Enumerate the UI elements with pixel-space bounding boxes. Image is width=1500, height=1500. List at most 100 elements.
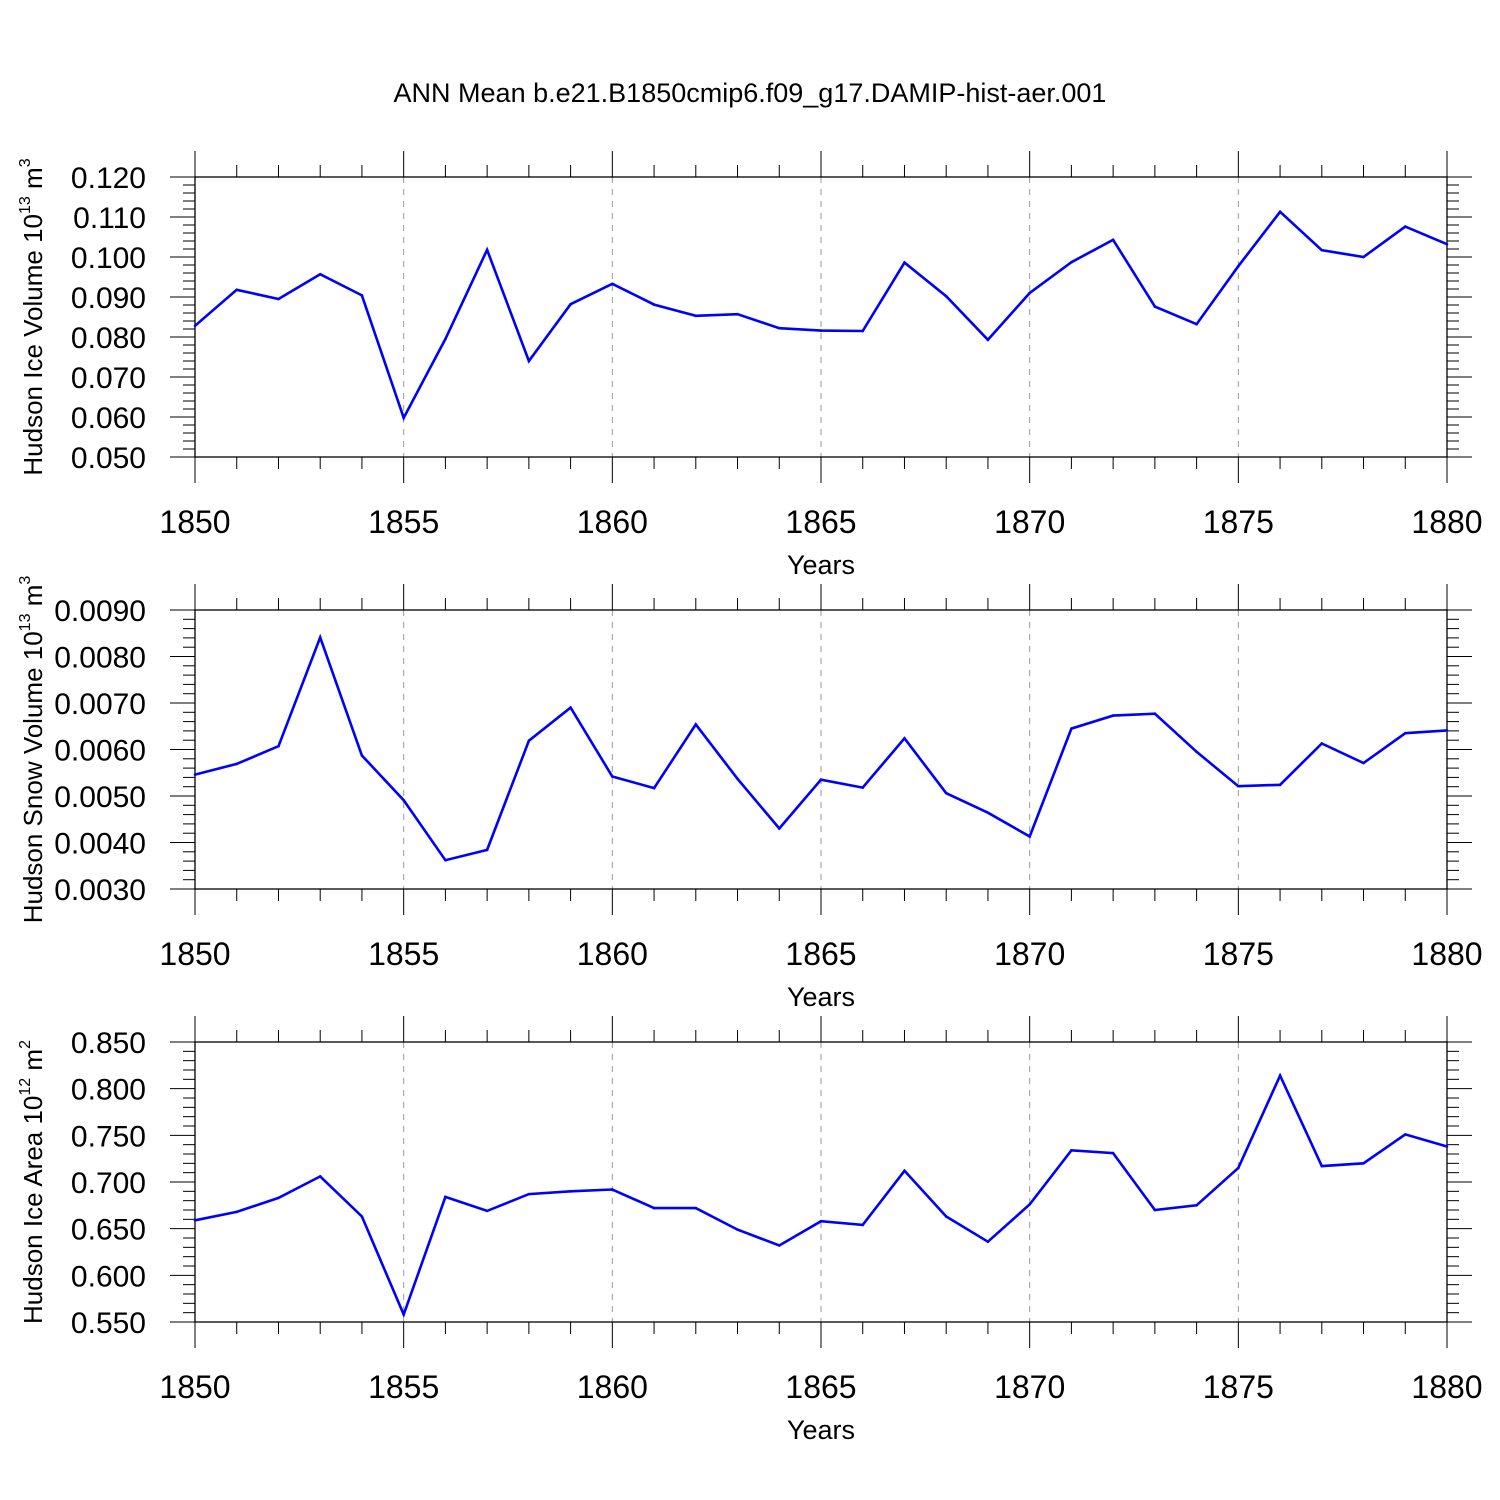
data-point [1278, 783, 1282, 787]
x-tick-label: 1865 [785, 1369, 856, 1405]
data-point [1195, 1204, 1198, 1207]
x-axis-label: Years [787, 550, 855, 580]
x-tick-label: 1850 [159, 1369, 230, 1405]
chart-panel-3: 0.550 0.600 0.650 0.700 0.750 0.800 0.850 1850 1… [17, 1016, 1483, 1445]
y-tick-label: 0.100 [71, 242, 146, 275]
data-point [944, 791, 948, 795]
data-point [1111, 238, 1115, 242]
y-tick-label: 0.080 [71, 322, 146, 355]
data-point [360, 754, 364, 757]
y-tick-label: 0.0070 [54, 688, 146, 721]
data-point [1237, 264, 1240, 268]
data-point [569, 706, 572, 709]
data-point [1153, 1208, 1157, 1212]
data-point [652, 303, 656, 306]
data-point [1111, 714, 1115, 717]
data-point [235, 762, 239, 766]
data-point [1237, 1166, 1240, 1170]
data-point [444, 337, 447, 341]
y-tick-label: 0.600 [71, 1260, 146, 1293]
x-tick-label: 1855 [368, 936, 439, 972]
data-point [444, 1195, 447, 1199]
y-axis-label: Hudson Ice Area 1012 m2 [17, 1040, 48, 1324]
data-series-line [194, 1072, 1448, 1319]
x-tick-label: 1860 [577, 504, 648, 540]
data-point [819, 329, 823, 332]
y-tick-label: 0.750 [71, 1120, 146, 1153]
data-point [235, 288, 239, 292]
x-tick-label: 1860 [577, 936, 648, 972]
data-point [777, 1244, 781, 1247]
data-point [1362, 761, 1365, 765]
data-point [527, 1192, 531, 1196]
x-axis-label: Years [787, 1415, 855, 1445]
x-axis-label: Years [787, 982, 855, 1012]
data-point [819, 1219, 823, 1223]
x-tick-label: 1880 [1411, 504, 1482, 540]
data-point [652, 1206, 656, 1210]
x-tick-label: 1875 [1203, 936, 1274, 972]
x-tick-label: 1870 [994, 936, 1065, 972]
data-point [569, 302, 572, 306]
x-tick-label: 1850 [159, 504, 230, 540]
data-point [694, 723, 698, 726]
data-point [1320, 742, 1324, 745]
y-tick-label: 0.550 [71, 1307, 146, 1340]
y-axis-label: Hudson Snow Volume 1013 m3 [17, 576, 48, 924]
data-point [485, 1209, 489, 1213]
data-point [1028, 835, 1031, 838]
x-tick-label: 1865 [785, 936, 856, 972]
chart-panel-1: 0.050 0.060 0.070 0.080 0.090 0.100 0.110 0.120… [17, 151, 1483, 580]
data-point [1153, 712, 1157, 715]
x-tick-label: 1870 [994, 504, 1065, 540]
data-point [903, 261, 906, 264]
data-point [277, 744, 280, 748]
data-point [861, 329, 865, 333]
data-point [1403, 1133, 1407, 1136]
x-tick-label: 1850 [159, 936, 230, 972]
data-point [318, 1175, 322, 1178]
data-point [903, 737, 906, 740]
data-point [694, 1206, 698, 1210]
data-point [1070, 260, 1073, 264]
x-tick-label: 1865 [785, 504, 856, 540]
data-point [1362, 1162, 1365, 1165]
data-point [193, 324, 197, 328]
data-point [1070, 727, 1073, 730]
y-tick-label: 0.070 [71, 362, 146, 395]
data-point [569, 1190, 572, 1193]
data-point [861, 1223, 865, 1227]
data-point [777, 326, 781, 330]
page-title: ANN Mean b.e21.B1850cmip6.f09_g17.DAMIP-… [393, 78, 1107, 108]
y-tick-label: 0.700 [71, 1167, 146, 1200]
data-point [193, 1218, 197, 1222]
data-point [402, 798, 405, 802]
y-tick-label: 0.0050 [54, 781, 146, 814]
chart-panel-2: 0.0030 0.0040 0.0050 0.0060 0.0070 0.0080 0.00… [17, 576, 1483, 1012]
y-axis-label-superscript: 3 [17, 158, 34, 167]
y-tick-label: 0.110 [73, 202, 146, 235]
y-axis-label-superscript: 3 [17, 576, 34, 585]
data-point [235, 1210, 239, 1214]
y-tick-label: 0.060 [71, 402, 146, 435]
y-tick-label: 0.0030 [54, 874, 146, 907]
data-point [1070, 1148, 1073, 1152]
x-tick-label: 1880 [1411, 1369, 1482, 1405]
data-point [1278, 1074, 1282, 1077]
y-axis-label-part: m [18, 167, 48, 196]
data-point [611, 282, 614, 286]
data-point [1278, 210, 1282, 214]
data-point [277, 297, 280, 301]
data-point [318, 272, 322, 276]
data-point [736, 1228, 739, 1231]
data-point [485, 848, 489, 852]
y-axis-label-part: Hudson Ice Volume 10 [18, 214, 48, 476]
y-tick-label: 0.650 [71, 1214, 146, 1247]
y-axis-label-part: Hudson Snow Volume 10 [18, 631, 48, 923]
y-axis-label-superscript: 13 [17, 196, 34, 214]
data-point [318, 636, 322, 639]
y-axis-label-part: Hudson Ice Area 10 [18, 1096, 48, 1324]
data-point [402, 1313, 405, 1316]
x-tick-label: 1870 [994, 1369, 1065, 1405]
